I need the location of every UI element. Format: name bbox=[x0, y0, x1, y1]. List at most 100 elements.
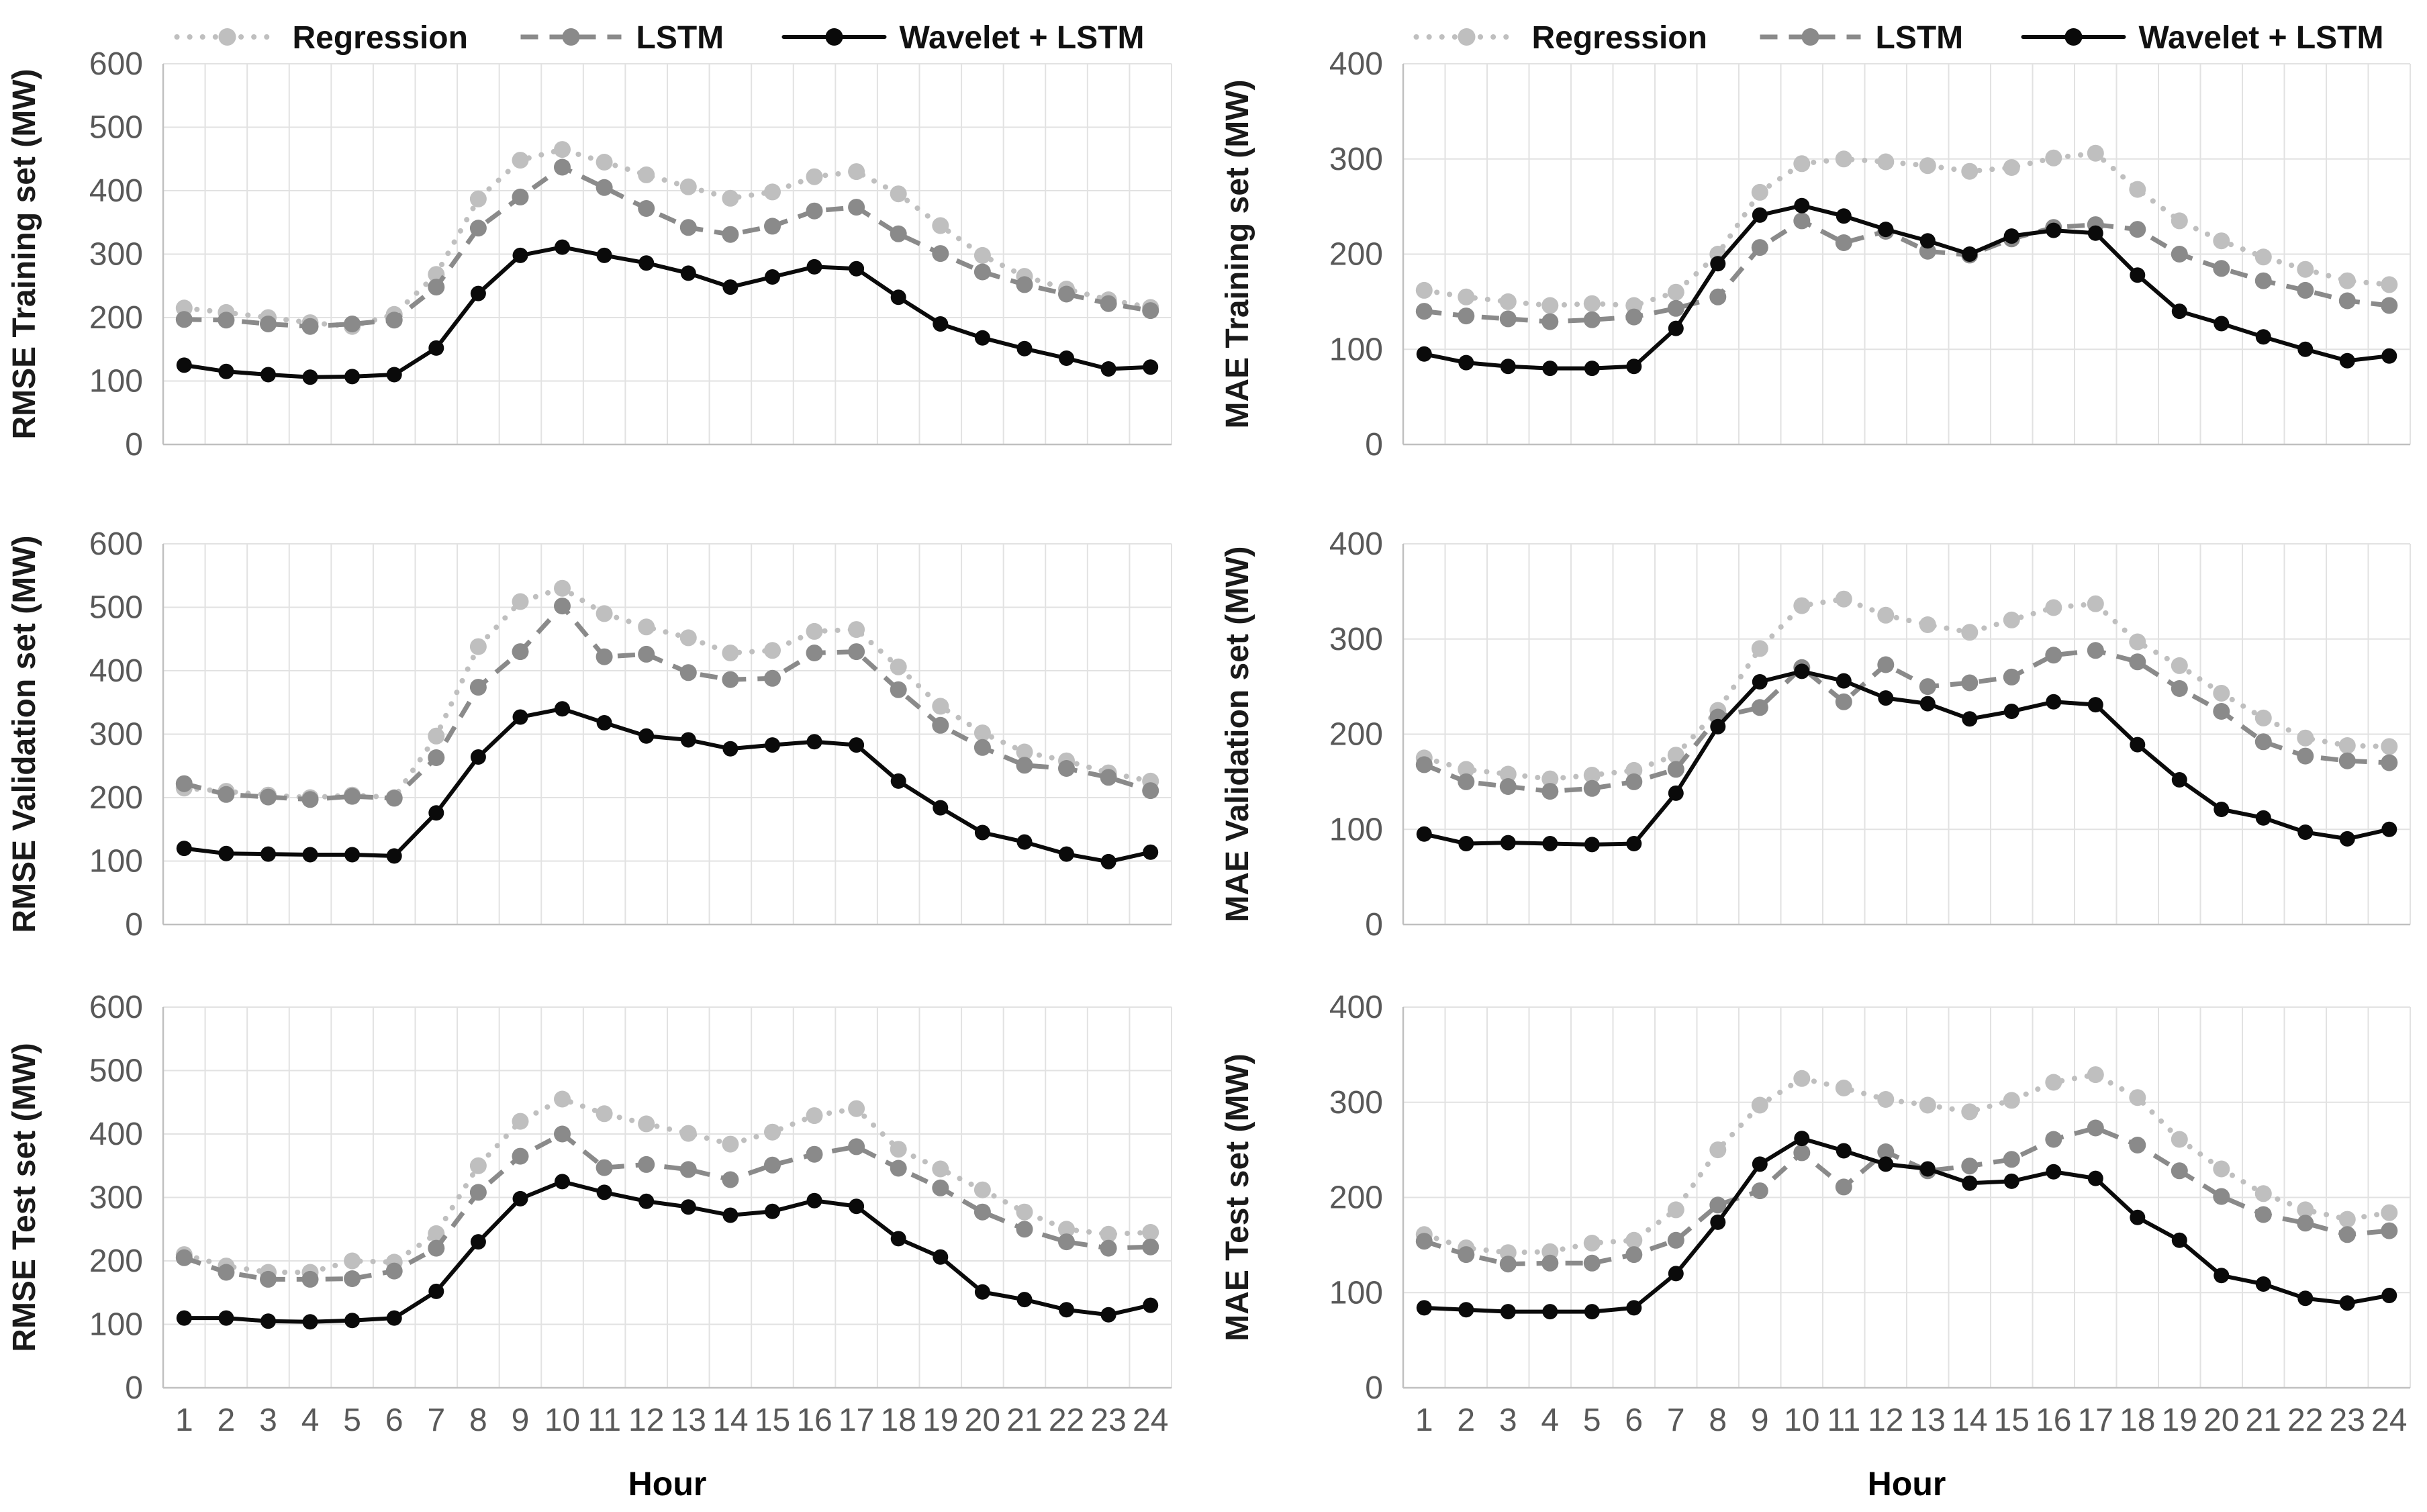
x-tick-label: 8 bbox=[469, 1403, 487, 1438]
y-tick-label: 200 bbox=[1329, 717, 1383, 753]
x-tick-label: 12 bbox=[1868, 1403, 1903, 1438]
axis-lines bbox=[1402, 1007, 2410, 1389]
x-tick-label: 4 bbox=[301, 1403, 320, 1438]
x-tick-label: 7 bbox=[1667, 1403, 1685, 1438]
chart-mae-training-set: 0 100 200 300 400 MAE Training set (MW) Regres… bbox=[1220, 20, 2411, 463]
x-tick-label: 24 bbox=[2371, 1403, 2407, 1438]
x-tick-label: 19 bbox=[922, 1403, 958, 1438]
y-tick-label: 0 bbox=[125, 427, 143, 463]
x-tick-label: 2 bbox=[1457, 1403, 1475, 1438]
y-tick-label: 400 bbox=[1329, 526, 1383, 562]
x-axis-title: Hour bbox=[628, 1465, 707, 1503]
y-tick-label: 600 bbox=[89, 990, 143, 1025]
x-tick-label: 6 bbox=[1625, 1403, 1643, 1438]
cell-rmse-validation: 0 100 200 300 400 500 600 RMSE Validation set (… bbox=[0, 495, 1213, 975]
axis-lines bbox=[1402, 544, 2410, 926]
y-tick-label: 400 bbox=[1329, 46, 1383, 82]
y-tick-label: 200 bbox=[89, 780, 143, 816]
y-axis-title: RMSE Training set (MW) bbox=[7, 69, 42, 440]
y-axis-title: MAE Validation set (MW) bbox=[1220, 546, 1255, 922]
y-axis-ticks: 0 100 200 300 400 bbox=[1329, 990, 1383, 1406]
x-tick-label: 15 bbox=[755, 1403, 790, 1438]
y-tick-label: 600 bbox=[89, 46, 143, 82]
legend-label-regression: Regression bbox=[293, 20, 468, 56]
chart-rmse-training-set: 0 100 200 300 400 500 600 RMSE Training set (MW… bbox=[7, 20, 1172, 463]
x-tick-label: 15 bbox=[1994, 1403, 2030, 1438]
cell-rmse-training: 0 100 200 300 400 500 600 RMSE Training set (MW… bbox=[0, 0, 1213, 495]
x-tick-label: 16 bbox=[2036, 1403, 2071, 1438]
x-tick-label: 18 bbox=[881, 1403, 916, 1438]
x-tick-label: 20 bbox=[965, 1403, 1000, 1438]
y-tick-label: 100 bbox=[1329, 1275, 1383, 1311]
axis-lines bbox=[162, 1007, 1172, 1389]
x-tick-label: 21 bbox=[2246, 1403, 2281, 1438]
y-tick-label: 0 bbox=[125, 1370, 143, 1406]
x-tick-label: 9 bbox=[1751, 1403, 1769, 1438]
x-tick-label: 11 bbox=[587, 1403, 621, 1438]
y-axis-title: RMSE Test set (MW) bbox=[7, 1043, 42, 1352]
x-tick-label: 21 bbox=[1006, 1403, 1042, 1438]
x-tick-label: 6 bbox=[385, 1403, 403, 1438]
y-tick-label: 100 bbox=[1329, 812, 1383, 847]
y-axis-ticks: 0 100 200 300 400 bbox=[1329, 526, 1383, 943]
x-tick-label: 20 bbox=[2203, 1403, 2239, 1438]
series-wavelet_lstm-markers bbox=[176, 701, 1159, 869]
y-tick-label: 200 bbox=[1329, 237, 1383, 273]
x-tick-label: 23 bbox=[1090, 1403, 1126, 1438]
legend-label-wavelet_lstm: Wavelet + LSTM bbox=[900, 20, 1145, 56]
axis-lines bbox=[162, 544, 1172, 926]
y-tick-label: 300 bbox=[1329, 1085, 1383, 1121]
x-tick-label: 11 bbox=[1827, 1403, 1860, 1438]
y-axis-ticks: 0 100 200 300 400 500 600 bbox=[89, 526, 143, 943]
legend-item-wavelet_lstm: Wavelet + LSTM bbox=[2021, 20, 2384, 56]
x-axis-ticks: 1 2 3 4 5 6 7 8 9 10 11 12 13 14 15 16 17 18 19 20 21 22 23 24 bbox=[175, 1403, 1168, 1438]
x-axis-title: Hour bbox=[1868, 1465, 1946, 1503]
x-tick-label: 16 bbox=[796, 1403, 832, 1438]
x-tick-label: 23 bbox=[2330, 1403, 2365, 1438]
y-tick-label: 200 bbox=[89, 300, 143, 336]
x-tick-label: 2 bbox=[218, 1403, 236, 1438]
gridlines bbox=[162, 1006, 1172, 1388]
series-lstm-markers bbox=[1415, 1119, 2398, 1273]
y-tick-label: 300 bbox=[89, 1180, 143, 1216]
y-axis-title: MAE Test set (MW) bbox=[1220, 1053, 1255, 1341]
x-tick-label: 7 bbox=[427, 1403, 445, 1438]
series-lstm-markers bbox=[175, 158, 1159, 335]
series-lstm-markers bbox=[175, 598, 1159, 808]
x-tick-label: 10 bbox=[1784, 1403, 1819, 1438]
series-wavelet_lstm-markers bbox=[1416, 1131, 2397, 1320]
cell-rmse-test: 0 100 200 300 400 500 600 RMSE Test set (MW) 1 2 3… bbox=[0, 975, 1213, 1512]
series-lstm-markers bbox=[175, 1125, 1159, 1288]
x-tick-label: 12 bbox=[628, 1403, 664, 1438]
legend-item-regression: Regression bbox=[1413, 20, 1707, 56]
axis-lines bbox=[1402, 64, 2410, 446]
series-regression-markers bbox=[1415, 590, 2398, 788]
x-tick-label: 13 bbox=[671, 1403, 706, 1438]
y-axis-title: MAE Training set (MW) bbox=[1220, 80, 1255, 429]
y-tick-label: 500 bbox=[89, 1053, 143, 1089]
y-tick-label: 400 bbox=[89, 173, 143, 209]
x-tick-label: 24 bbox=[1133, 1403, 1168, 1438]
legend-label-wavelet_lstm: Wavelet + LSTM bbox=[2139, 20, 2384, 56]
cell-mae-validation: 0 100 200 300 400 MAE Validation set (MW) bbox=[1213, 495, 2427, 975]
x-tick-label: 3 bbox=[1499, 1403, 1517, 1438]
cell-mae-training: 0 100 200 300 400 MAE Training set (MW) Regres… bbox=[1213, 0, 2427, 495]
axis-lines bbox=[162, 64, 1172, 446]
legend-marker-lstm bbox=[562, 28, 580, 46]
gridlines bbox=[162, 63, 1172, 444]
y-axis-ticks: 0 100 200 300 400 500 600 bbox=[89, 990, 143, 1406]
x-tick-label: 5 bbox=[1583, 1403, 1601, 1438]
x-axis-ticks: 1 2 3 4 5 6 7 8 9 10 11 12 13 14 15 16 17 18 19 20 21 22 23 24 bbox=[1415, 1403, 2408, 1438]
x-tick-label: 1 bbox=[1415, 1403, 1433, 1438]
x-tick-label: 8 bbox=[1709, 1403, 1727, 1438]
legend-item-lstm: LSTM bbox=[1760, 20, 1963, 56]
y-tick-label: 100 bbox=[89, 1307, 143, 1343]
x-tick-label: 1 bbox=[175, 1403, 193, 1438]
y-tick-label: 300 bbox=[89, 717, 143, 753]
legend-item-regression: Regression bbox=[174, 20, 468, 56]
y-tick-label: 100 bbox=[1329, 332, 1383, 367]
y-axis-ticks: 0 100 200 300 400 bbox=[1329, 46, 1383, 463]
y-tick-label: 0 bbox=[1365, 1370, 1383, 1406]
x-tick-label: 22 bbox=[1049, 1403, 1084, 1438]
